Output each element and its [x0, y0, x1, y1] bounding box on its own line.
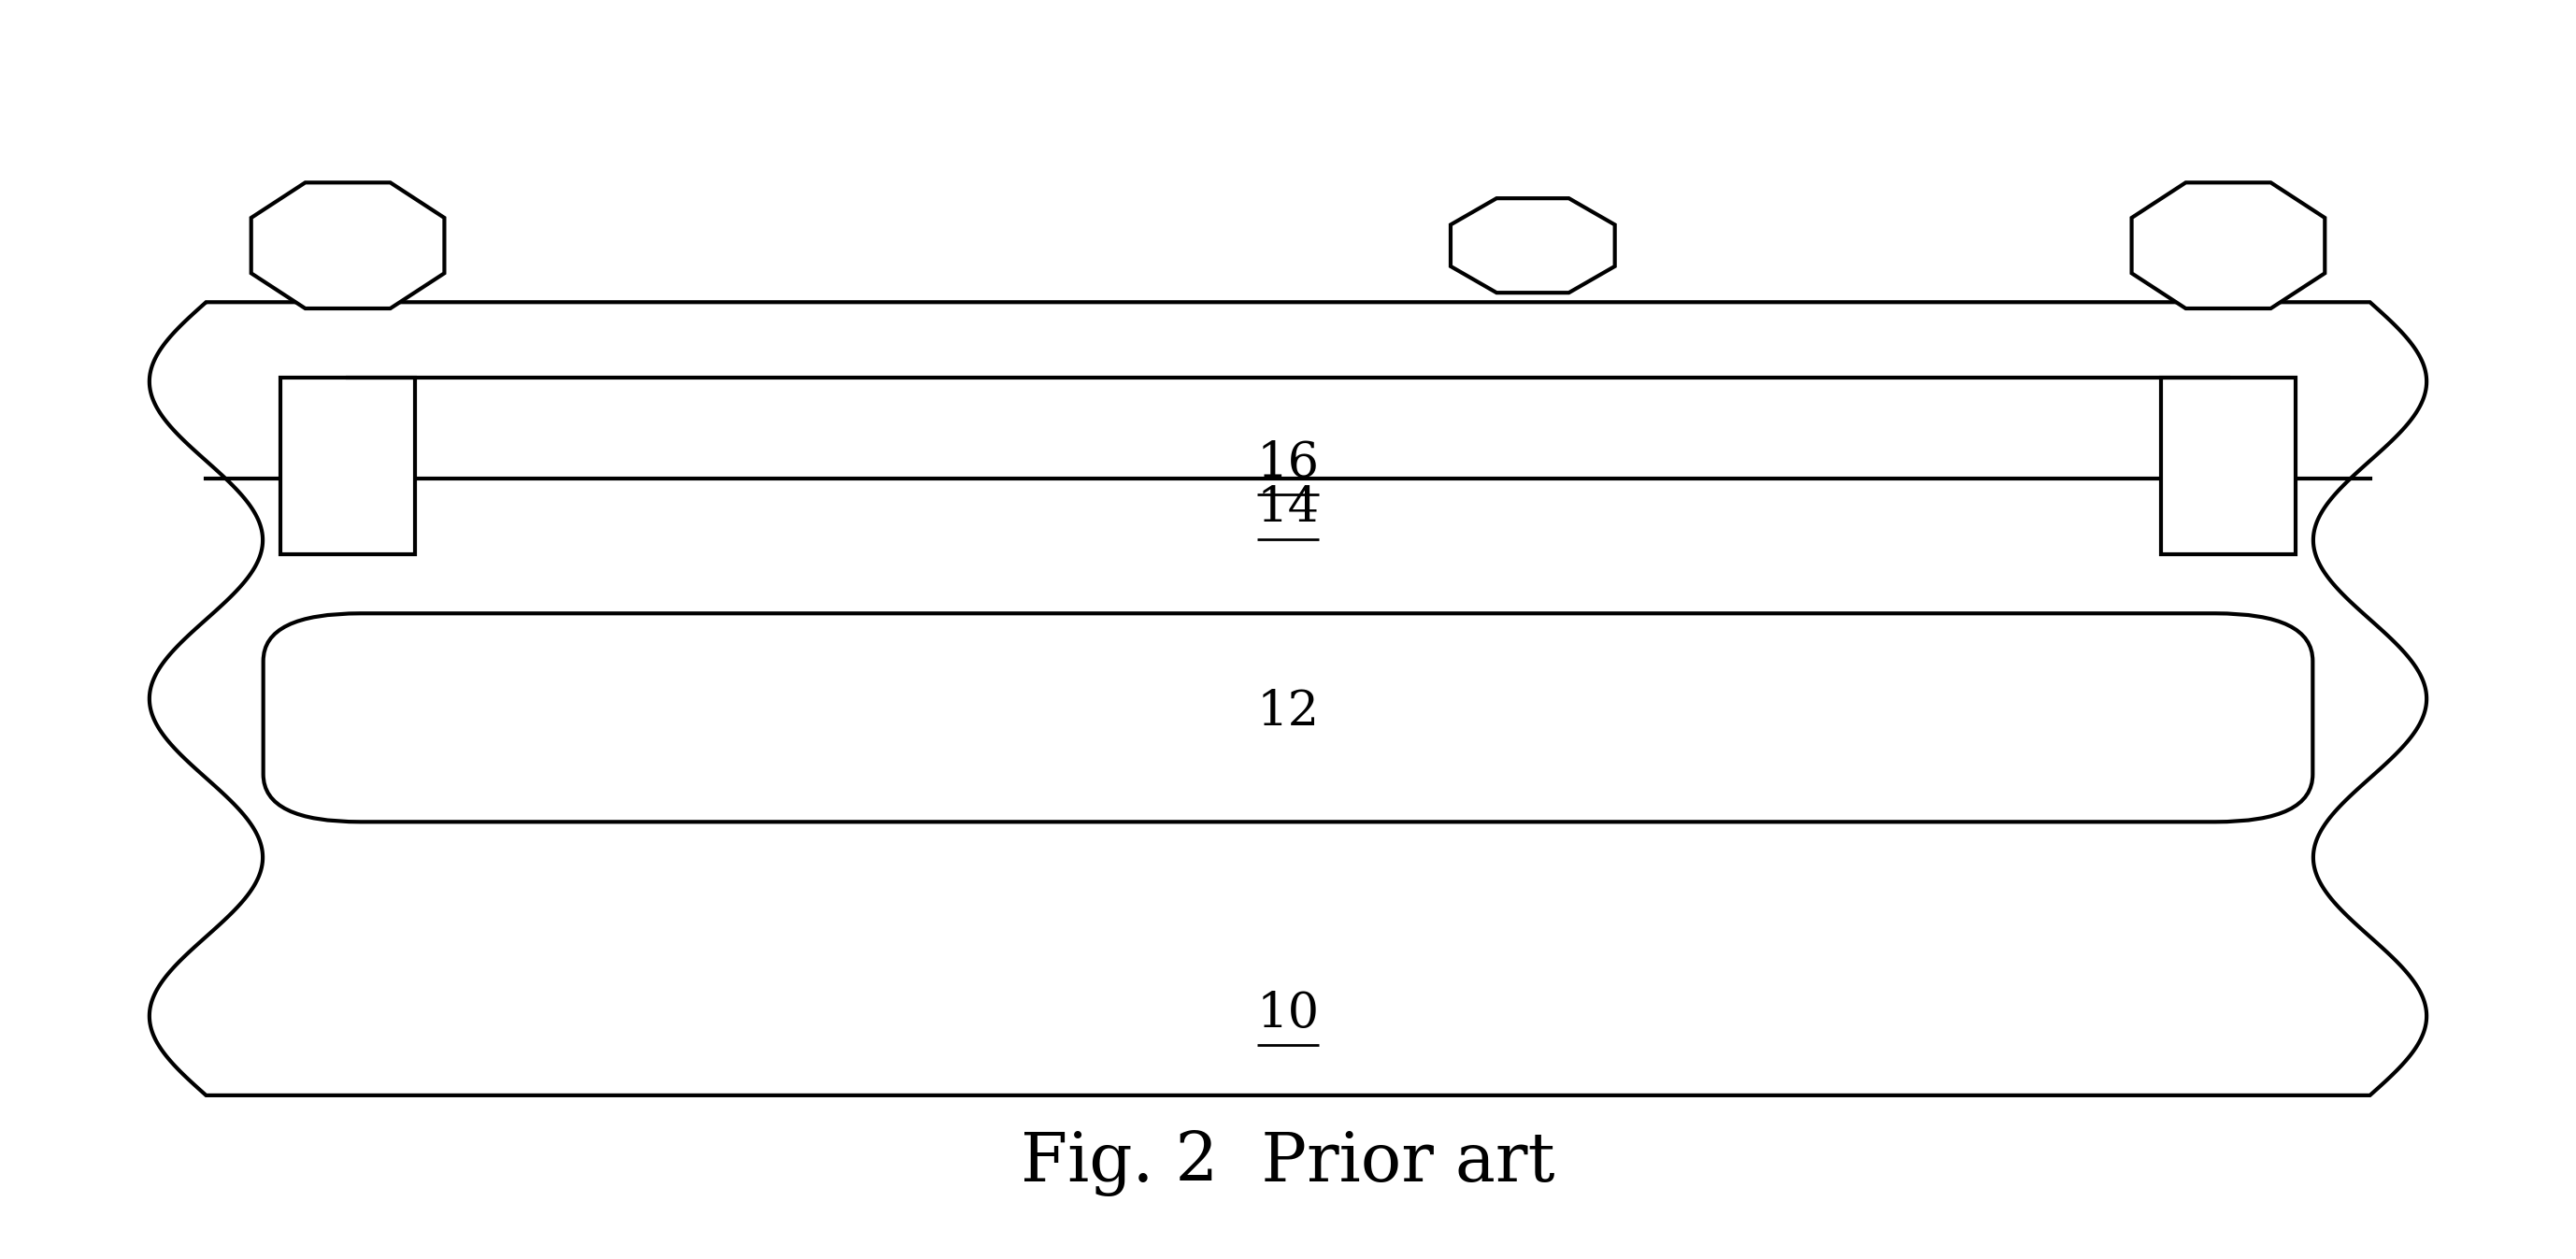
Text: 20: 20 — [317, 217, 379, 262]
Bar — [281, 378, 415, 554]
Text: 18: 18 — [319, 457, 376, 500]
FancyBboxPatch shape — [263, 613, 2313, 822]
Text: 10: 10 — [1257, 990, 1319, 1037]
Bar — [2161, 378, 2295, 554]
Text: 18: 18 — [2200, 457, 2257, 500]
Text: 12: 12 — [1257, 687, 1319, 735]
Polygon shape — [2133, 183, 2324, 308]
Polygon shape — [252, 183, 446, 308]
Polygon shape — [149, 302, 2427, 1095]
Text: 20: 20 — [2197, 217, 2259, 262]
Polygon shape — [1450, 198, 1615, 293]
Text: Fig. 2  Prior art: Fig. 2 Prior art — [1020, 1129, 1556, 1196]
Text: 14: 14 — [1257, 485, 1319, 533]
Text: 20: 20 — [1502, 217, 1564, 262]
Text: 16: 16 — [1257, 439, 1319, 487]
